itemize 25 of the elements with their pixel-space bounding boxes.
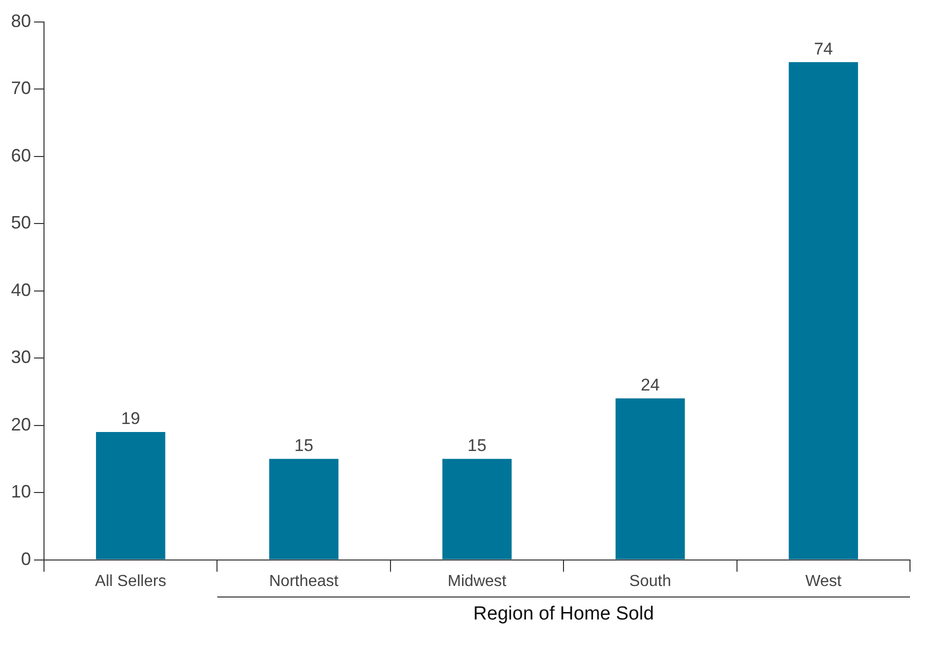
data-label: 15 (468, 436, 486, 456)
x-axis-title: Region of Home Sold (473, 604, 654, 625)
bar (616, 398, 685, 560)
bar (442, 458, 512, 560)
x-tick-label: West (805, 572, 842, 590)
y-tick-label: 40 (10, 280, 32, 300)
y-tick-label: 80 (10, 10, 32, 31)
bar (788, 62, 858, 560)
x-tick-label: South (629, 572, 672, 590)
data-label: 19 (121, 409, 140, 428)
data-label: 74 (814, 39, 833, 58)
x-tick-label: Northeast (269, 572, 340, 590)
data-label: 24 (640, 376, 660, 395)
x-tick-label: Midwest (448, 572, 507, 590)
y-tick-label: 30 (10, 347, 32, 368)
bar (96, 432, 166, 560)
bar (269, 458, 338, 560)
x-tick-label: All Sellers (95, 572, 166, 590)
y-tick-label: 70 (10, 78, 32, 98)
y-tick-label: 0 (21, 548, 32, 569)
y-tick-label: 10 (10, 482, 32, 502)
y-tick-label: 60 (10, 145, 32, 166)
data-label: 15 (294, 436, 314, 456)
y-tick-label: 50 (10, 212, 32, 233)
y-tick-label: 20 (10, 414, 32, 434)
